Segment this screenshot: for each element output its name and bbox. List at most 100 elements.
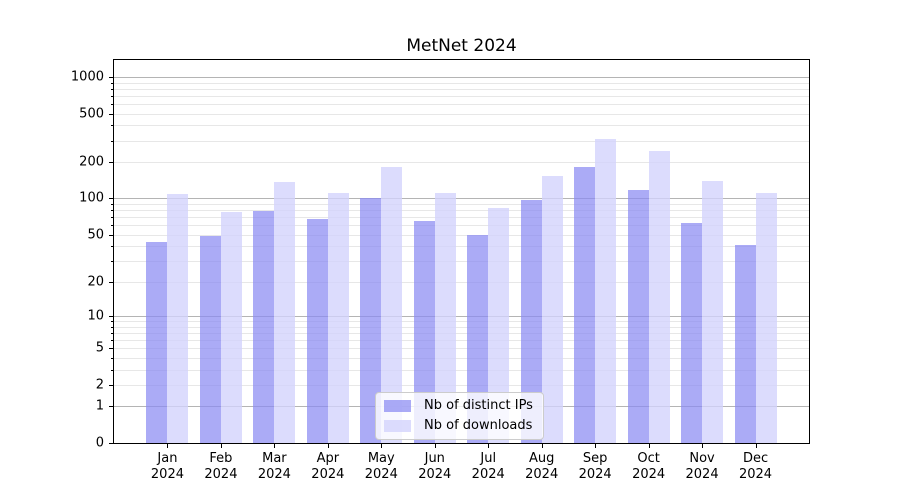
y-minor-tick-mark — [111, 326, 113, 328]
y-minor-tick-mark — [111, 339, 113, 341]
y-minor-tick-mark — [111, 369, 113, 371]
bar-distinct-ips — [574, 166, 596, 443]
minor-gridline — [114, 384, 809, 386]
bar-downloads — [488, 207, 510, 443]
y-tick-label: 1000 — [70, 69, 104, 85]
minor-gridline — [114, 261, 809, 263]
minor-gridline — [114, 95, 809, 97]
y-tick-mark — [109, 113, 113, 115]
minor-gridline — [114, 348, 809, 350]
bars-layer — [114, 60, 809, 443]
y-minor-tick-mark — [111, 203, 113, 205]
x-tick-label: Mar 2024 — [257, 451, 291, 482]
bar-downloads — [648, 151, 670, 443]
x-tick-label: Oct 2024 — [632, 451, 666, 482]
bar-distinct-ips — [627, 190, 649, 443]
x-tick-mark — [595, 444, 597, 448]
minor-gridline — [114, 281, 809, 283]
y-tick-label: 10 — [87, 308, 104, 324]
legend-swatch-distinct-ips — [384, 400, 411, 412]
y-minor-tick-mark — [111, 103, 113, 105]
y-minor-tick-mark — [111, 95, 113, 97]
bar-downloads — [595, 139, 617, 443]
major-gridline — [114, 198, 809, 200]
y-minor-tick-mark — [111, 321, 113, 322]
bar-distinct-ips — [360, 198, 382, 443]
minor-gridline — [114, 369, 809, 371]
y-tick-label: 0 — [95, 435, 104, 451]
x-tick-label: Apr 2024 — [311, 451, 345, 482]
x-tick-mark — [541, 444, 543, 448]
minor-gridline — [114, 321, 809, 322]
x-tick-mark — [327, 444, 329, 448]
y-minor-tick-mark — [111, 225, 113, 227]
minor-gridline — [114, 246, 809, 248]
minor-gridline — [114, 113, 809, 115]
y-tick-label: 20 — [87, 274, 104, 290]
minor-gridline — [114, 162, 809, 163]
y-tick-label: 50 — [87, 227, 104, 243]
x-tick-mark — [434, 444, 436, 448]
legend-label-downloads: Nb of downloads — [424, 418, 533, 433]
y-minor-tick-mark — [111, 125, 113, 127]
y-tick-label: 100 — [79, 190, 104, 206]
y-minor-tick-mark — [111, 261, 113, 263]
bar-downloads — [274, 181, 296, 443]
bar-distinct-ips — [306, 219, 328, 443]
y-minor-tick-mark — [111, 357, 113, 359]
x-tick-mark — [702, 444, 704, 448]
y-tick-mark — [109, 162, 113, 163]
x-tick-mark — [755, 444, 757, 448]
y-tick-mark — [109, 406, 113, 408]
y-tick-mark — [109, 315, 113, 317]
bar-downloads — [167, 194, 189, 443]
y-minor-tick-mark — [111, 210, 113, 212]
minor-gridline — [114, 88, 809, 90]
y-tick-mark — [109, 443, 113, 444]
minor-gridline — [114, 125, 809, 127]
y-minor-tick-mark — [111, 82, 113, 84]
minor-gridline — [114, 234, 809, 236]
bar-distinct-ips — [253, 211, 275, 443]
x-tick-label: Dec 2024 — [738, 451, 773, 482]
bar-distinct-ips — [734, 244, 756, 443]
minor-gridline — [114, 103, 809, 105]
minor-gridline — [114, 326, 809, 328]
legend-item-downloads: Nb of downloads — [384, 418, 533, 434]
x-tick-mark — [381, 444, 383, 448]
x-tick-label: Sep 2024 — [578, 451, 612, 482]
legend-label-distinct-ips: Nb of distinct IPs — [424, 398, 533, 413]
legend: Nb of distinct IPs Nb of downloads — [375, 392, 544, 440]
y-tick-mark — [109, 348, 113, 350]
x-tick-label: Aug 2024 — [525, 451, 559, 482]
y-minor-tick-mark — [111, 217, 113, 219]
bar-distinct-ips — [413, 221, 435, 443]
bar-distinct-ips — [681, 222, 703, 443]
y-tick-mark — [109, 234, 113, 236]
minor-gridline — [114, 140, 809, 142]
x-tick-label: Jun 2024 — [418, 451, 452, 482]
y-minor-tick-mark — [111, 140, 113, 142]
bar-distinct-ips — [520, 199, 542, 443]
minor-gridline — [114, 210, 809, 212]
minor-gridline — [114, 82, 809, 84]
bar-distinct-ips — [467, 234, 489, 443]
grid-layer — [114, 60, 809, 443]
plot-area — [113, 59, 810, 444]
minor-gridline — [114, 332, 809, 334]
y-minor-tick-mark — [111, 88, 113, 90]
x-tick-label: Feb 2024 — [204, 451, 238, 482]
bar-downloads — [327, 192, 349, 443]
x-tick-label: Jul 2024 — [471, 451, 505, 482]
x-tick-mark — [220, 444, 222, 448]
y-tick-label: 5 — [95, 340, 104, 356]
major-gridline — [114, 76, 809, 78]
chart-title: MetNet 2024 — [406, 36, 517, 56]
y-tick-mark — [109, 281, 113, 283]
x-tick-mark — [274, 444, 276, 448]
y-minor-tick-mark — [111, 246, 113, 248]
x-tick-mark — [648, 444, 650, 448]
y-tick-label: 2 — [95, 377, 104, 393]
bar-downloads — [220, 212, 242, 443]
